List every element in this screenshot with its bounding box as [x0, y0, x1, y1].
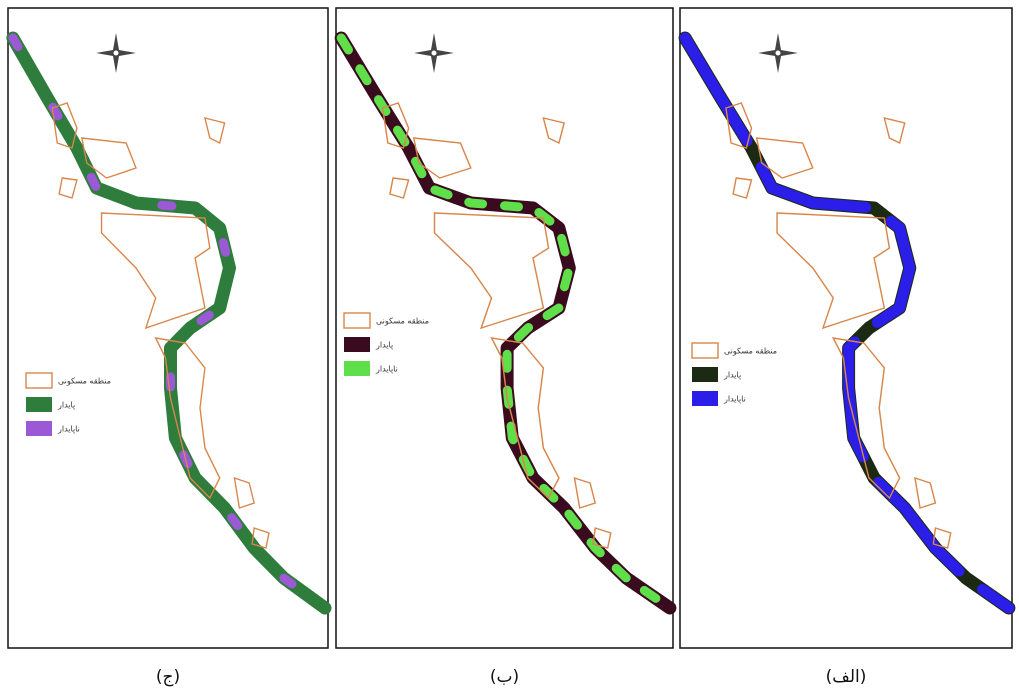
panel-caption: (ج) [156, 667, 180, 687]
residential-area [233, 476, 255, 509]
residential-area [389, 177, 410, 199]
legend-label: منطقه مسکونی [376, 317, 429, 326]
legend-label: پایدار [375, 341, 393, 350]
legend-swatch [692, 367, 718, 382]
residential-area [725, 102, 753, 149]
residential-area [154, 337, 221, 500]
residential-area [58, 177, 78, 199]
residential-area [831, 337, 901, 500]
residential-area [80, 137, 137, 179]
legend-swatch [25, 372, 53, 389]
legend-label: پایدار [57, 401, 75, 410]
residential-area [100, 212, 211, 330]
residential-area [573, 476, 597, 509]
residential-area [592, 527, 612, 549]
compass [414, 33, 454, 73]
map-panel: منطقه مسکونی پایدار ناپایدار [334, 7, 677, 649]
residential-area [381, 102, 410, 149]
legend-swatch [344, 361, 370, 376]
legend-swatch [692, 391, 718, 406]
residential-area [932, 527, 952, 549]
river-unstable [8, 33, 330, 613]
residential-area [755, 137, 814, 179]
legend-label: ناپایدار [57, 425, 80, 434]
panel-frame [679, 7, 1013, 649]
residential-area [732, 177, 753, 199]
river-unstable [336, 33, 675, 613]
residential-area [251, 527, 270, 549]
legend-label: پایدار [723, 371, 741, 380]
compass-center [774, 49, 782, 57]
legend-label: منطقه مسکونی [58, 377, 111, 386]
residential-area [883, 117, 906, 145]
legend-swatch [343, 312, 371, 329]
residential-area [203, 117, 226, 145]
residential-area [412, 137, 472, 179]
residential-area [51, 102, 78, 149]
panel-caption: (ب) [490, 667, 519, 687]
panel-caption: (الف) [826, 667, 867, 687]
legend-label: منطقه مسکونی [724, 347, 777, 356]
compass [96, 33, 136, 73]
legend-swatch [344, 337, 370, 352]
compass-center [112, 49, 120, 57]
legend-swatch [26, 421, 52, 436]
residential-area [776, 212, 891, 330]
legend-label: ناپایدار [723, 395, 746, 404]
residential-area [542, 117, 566, 145]
residential-area [914, 476, 937, 509]
compass [758, 33, 798, 73]
map-panel: منطقه مسکونی پایدار ناپایدار [678, 7, 1016, 649]
river-unstable [679, 32, 1015, 614]
residential-area [433, 212, 550, 330]
compass-center [430, 49, 438, 57]
legend-swatch [26, 397, 52, 412]
map-panel: منطقه مسکونی پایدار ناپایدار [6, 7, 332, 649]
residential-area [490, 337, 560, 500]
legend-swatch [691, 342, 719, 359]
legend-label: ناپایدار [375, 365, 398, 374]
